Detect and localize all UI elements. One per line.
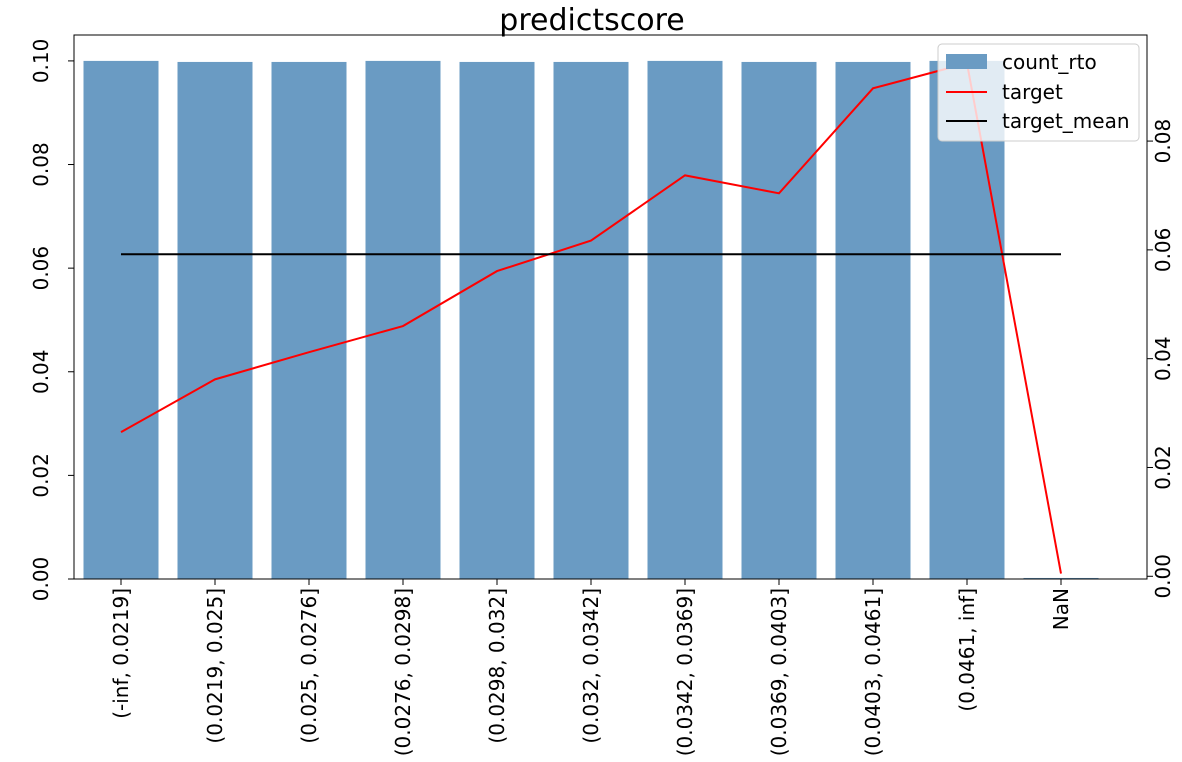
- legend-frame: [937, 43, 1140, 142]
- plot-frame: [73, 34, 1148, 580]
- legend-swatch-count-rto: [946, 54, 987, 69]
- x-tick-label: (0.0276, 0.0298]: [391, 588, 415, 756]
- legend-label-target: target: [1002, 80, 1063, 104]
- bar: [83, 60, 159, 579]
- series-line-target: [120, 62, 1062, 574]
- bar: [835, 61, 911, 579]
- y-left-tick-label: 0.10: [29, 39, 53, 84]
- y-left-tick-label: 0.00: [29, 557, 53, 602]
- x-tick-label: (0.0219, 0.025]: [203, 588, 227, 744]
- y-left-tick-label: 0.02: [29, 453, 53, 498]
- bar: [271, 61, 347, 579]
- bar: [647, 60, 723, 579]
- legend-label-target-mean: target_mean: [1002, 109, 1130, 133]
- chart-title: predictscore: [499, 3, 684, 38]
- y-left-tick-label: 0.04: [29, 349, 53, 394]
- bar: [177, 61, 253, 579]
- y-right-tick-label: 0.04: [1151, 336, 1175, 381]
- x-tick-label: (0.032, 0.0342]: [579, 588, 603, 744]
- axes-layer: 0.00 0.02 0.04 0.06 0.08 0.10 0.00 0.02 0.04 0.06…: [29, 34, 1175, 756]
- x-tick-label: (0.0403, 0.0461]: [861, 588, 885, 756]
- y-left-tick-label: 0.08: [29, 142, 53, 187]
- legend: count_rto target target_mean: [937, 43, 1140, 142]
- bar: [929, 60, 1005, 579]
- y-right-tick-label: 0.06: [1151, 228, 1175, 273]
- lines-layer: [120, 62, 1062, 574]
- x-tick-label: (0.0461, inf]: [955, 588, 979, 712]
- x-tick-label: (0.0298, 0.032]: [485, 588, 509, 744]
- bar: [365, 60, 441, 579]
- x-tick-label: (0.0342, 0.0369]: [673, 588, 697, 756]
- x-tick-label: (0.0369, 0.0403]: [767, 588, 791, 756]
- bars-layer: [83, 60, 1099, 579]
- x-tick-label: (-inf, 0.0219]: [109, 588, 133, 719]
- bar: [741, 61, 817, 579]
- bar: [1023, 577, 1099, 579]
- bar: [553, 61, 629, 579]
- x-tick-label: NaN: [1049, 588, 1073, 630]
- y-right-tick-label: 0.00: [1151, 554, 1175, 599]
- bar: [459, 61, 535, 579]
- y-right-tick-label: 0.02: [1151, 445, 1175, 490]
- y-left-tick-label: 0.06: [29, 246, 53, 291]
- legend-label-count-rto: count_rto: [1002, 50, 1097, 74]
- x-tick-label: (0.025, 0.0276]: [297, 588, 321, 744]
- y-right-tick-label: 0.08: [1151, 119, 1175, 164]
